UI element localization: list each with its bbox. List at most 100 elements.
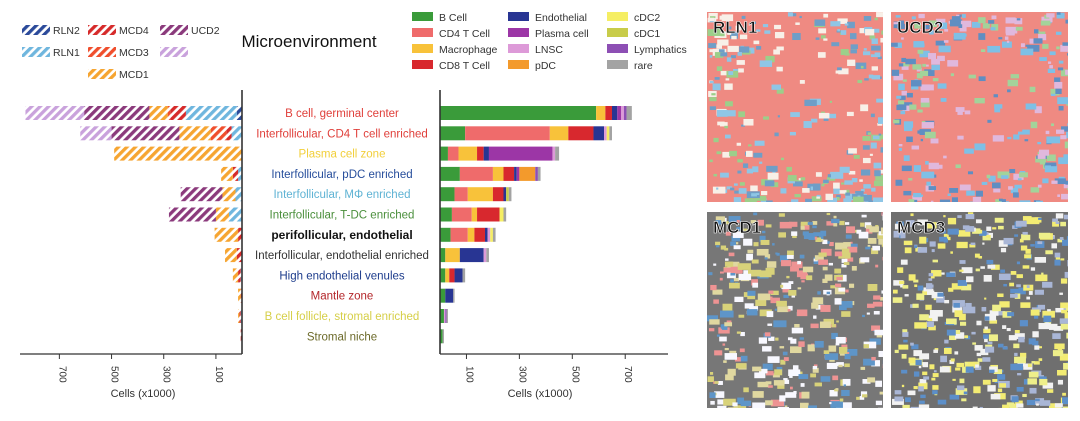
tissue-cell	[759, 60, 773, 67]
tissue-cell	[720, 52, 728, 57]
tissue-cell	[783, 357, 789, 362]
tissue-cell	[756, 248, 769, 256]
tissue-cell	[838, 68, 849, 75]
tissue-cell	[773, 49, 780, 55]
tissue-cell	[940, 272, 945, 275]
tissue-cell	[835, 242, 848, 250]
tissue-cell	[980, 49, 986, 53]
tissue-cell	[957, 14, 962, 17]
tissue-cell	[898, 63, 904, 67]
tissue-cell	[918, 382, 928, 390]
tissue-cell	[823, 13, 829, 18]
tissue-cell	[848, 170, 856, 175]
tissue-cell	[873, 311, 880, 315]
tissue-cell	[792, 33, 801, 41]
tissue-cell	[723, 360, 727, 363]
x-tick-label: 500	[569, 366, 580, 383]
tissue-cell	[770, 399, 785, 407]
tissue-cell	[759, 309, 772, 317]
tissue-cell	[865, 225, 872, 229]
cell-type-bar-segment	[445, 288, 454, 303]
tissue-cell	[834, 268, 842, 274]
tissue-cell	[871, 75, 881, 80]
tissue-cell	[950, 358, 955, 362]
tissue-cell	[759, 195, 767, 201]
tissue-cell	[926, 321, 935, 327]
tissue-cell	[920, 84, 930, 91]
tissue-cell	[957, 215, 962, 219]
sample-bar-chart: 700 500 300 100 Cells (x1000)	[20, 90, 243, 400]
tissue-cell	[714, 52, 724, 58]
tissue-cell	[882, 213, 883, 219]
tissue-cell	[1006, 40, 1010, 43]
tissue-cell	[914, 284, 918, 288]
tissue-cell	[860, 222, 865, 227]
tissue-cell	[753, 212, 758, 216]
tissue-cell	[1058, 60, 1064, 64]
tissue-cell	[798, 371, 803, 375]
tissue-cell	[787, 250, 794, 256]
tissue-cell	[982, 357, 991, 362]
tissue-cell	[1030, 267, 1036, 271]
tissue-cell	[762, 363, 773, 370]
tissue-cell	[1052, 221, 1059, 227]
sample-bar-segment	[232, 268, 239, 283]
tissue-cell	[743, 228, 748, 232]
tissue-cell	[830, 285, 837, 289]
category-label: B cell, germinal center	[285, 108, 399, 120]
tissue-cell	[1051, 93, 1056, 97]
tissue-cell	[990, 27, 996, 31]
tissue-cell	[715, 216, 725, 223]
tissue-cell	[989, 369, 995, 373]
tissue-cell	[922, 362, 929, 368]
tissue-cell	[1020, 302, 1031, 308]
tissue-cell	[801, 280, 805, 283]
tissue-cell	[838, 346, 848, 354]
tissue-cell	[746, 253, 753, 261]
sample-bar-segment	[149, 106, 168, 120]
tissue-cell	[767, 323, 773, 326]
tissue-cell	[776, 66, 783, 72]
tissue-cell	[855, 62, 867, 70]
tissue-cell	[773, 320, 787, 328]
tissue-cell	[867, 132, 872, 135]
tissue-cell	[845, 195, 851, 201]
cell-type-bar-segment	[483, 248, 487, 263]
tissue-cell	[812, 297, 824, 305]
tissue-cell	[724, 125, 729, 129]
tissue-cell	[986, 259, 994, 265]
tissue-cell	[707, 315, 719, 322]
tissue-cell	[1035, 241, 1045, 248]
cell-type-legend-label: pDC	[535, 60, 556, 72]
tissue-cell	[956, 241, 968, 249]
tissue-cell	[929, 364, 935, 370]
tissue-cell	[879, 169, 883, 174]
tissue-cell	[791, 261, 803, 269]
tissue-cell	[986, 174, 991, 179]
tissue-cell	[1014, 333, 1025, 340]
tissue-cell	[974, 97, 985, 104]
tissue-cell	[932, 259, 938, 263]
tissue-cell	[776, 366, 783, 372]
tissue-cell	[1004, 36, 1009, 40]
tissue-cell	[730, 266, 743, 274]
tissue-cell	[975, 268, 980, 272]
tissue-cell	[959, 378, 965, 384]
sample-bar-segment	[25, 106, 85, 120]
tissue-cell	[987, 45, 1001, 53]
tissue-cell	[1060, 69, 1068, 77]
tissue-cell	[734, 190, 741, 194]
tissue-cell	[924, 69, 935, 77]
tissue-cell	[823, 350, 830, 354]
tissue-cell	[777, 115, 780, 118]
tissue-cell	[908, 199, 915, 202]
sample-bar-segment	[215, 207, 229, 222]
tissue-cell	[918, 404, 930, 408]
tissue-cell	[897, 23, 905, 29]
tissue-cell	[925, 222, 937, 229]
cell-type-bar-segment	[487, 227, 491, 242]
tissue-cell	[972, 406, 978, 408]
tissue-cell	[1015, 220, 1027, 227]
sample-bar-segment	[170, 106, 186, 120]
tissue-cell	[844, 23, 849, 26]
